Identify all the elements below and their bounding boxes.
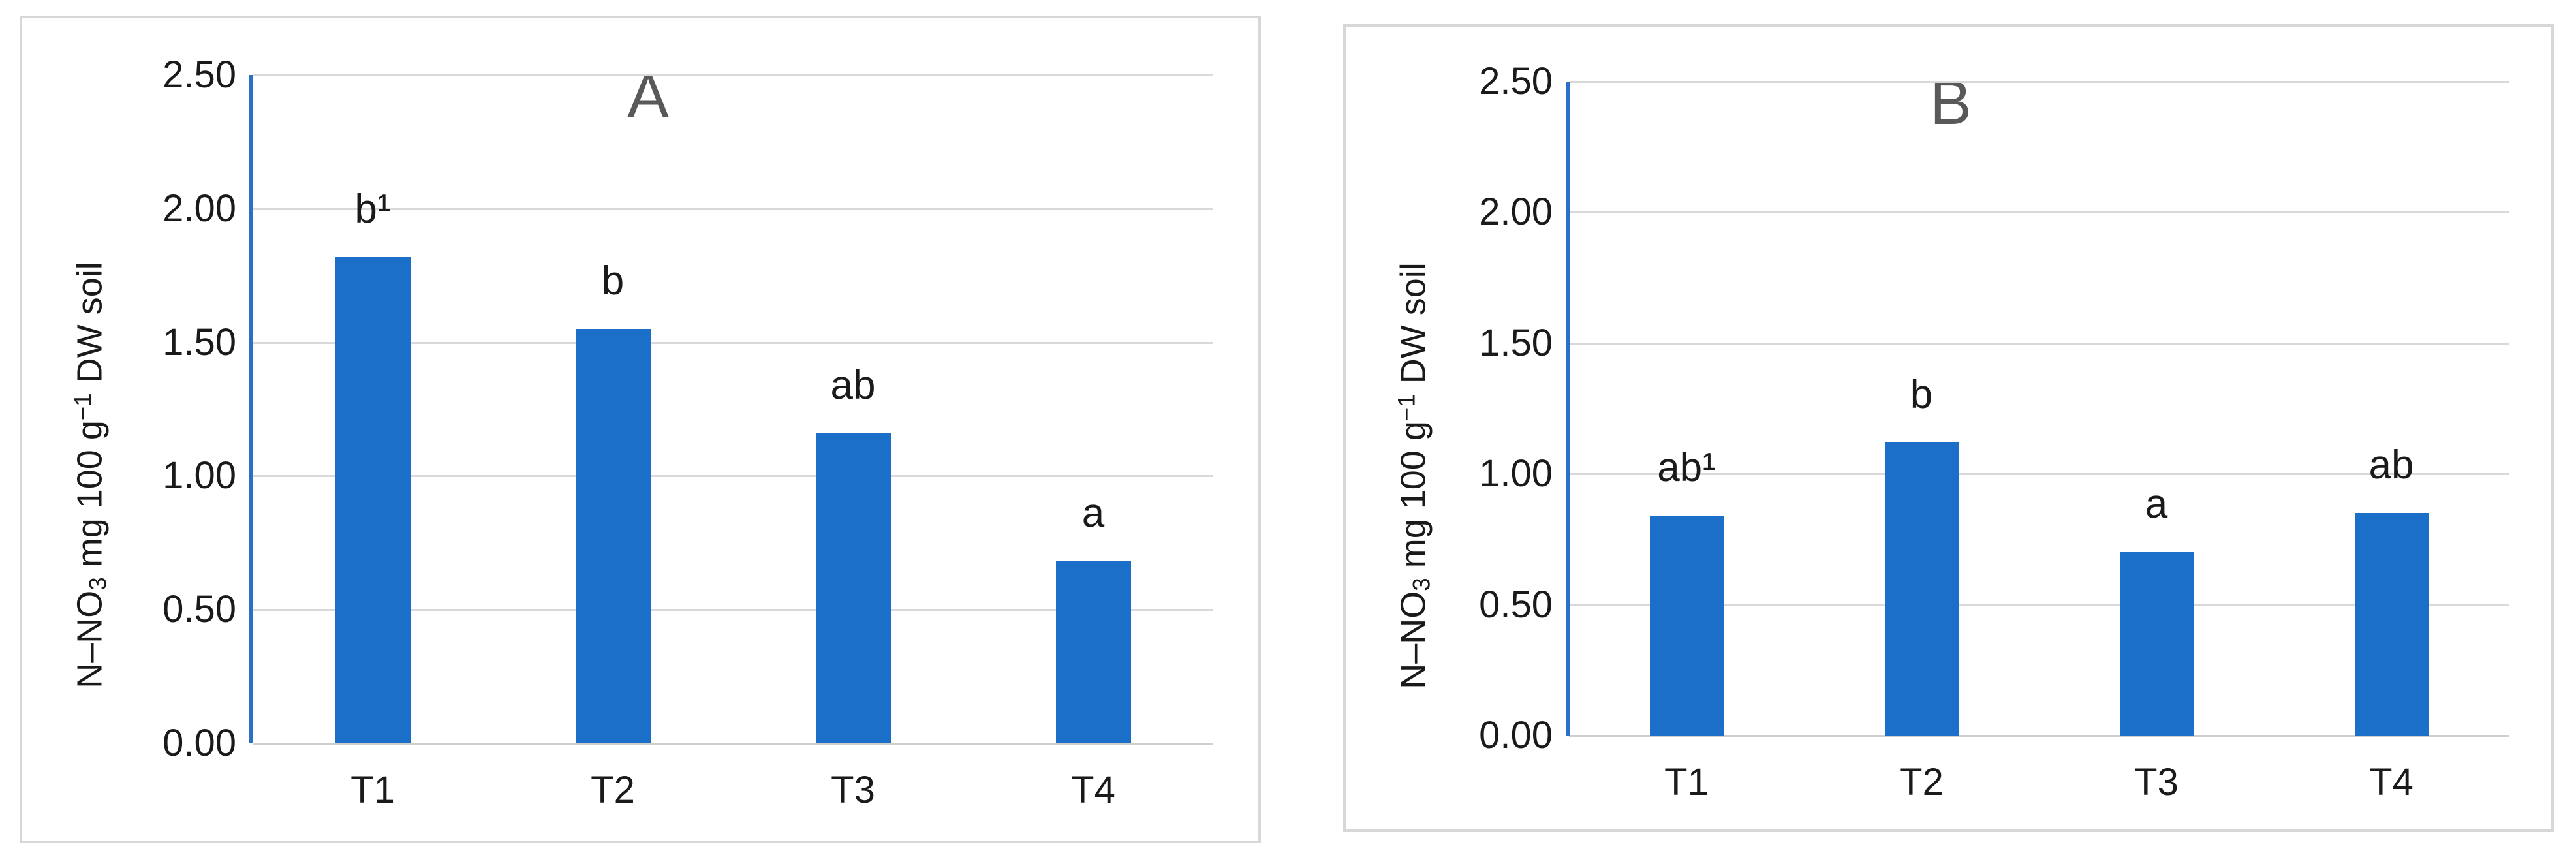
grid-line	[1569, 342, 2509, 345]
bar	[815, 433, 891, 743]
bar-significance-label: ab	[830, 362, 876, 408]
grid-line	[1569, 211, 2509, 214]
y-tick-label: 0.00	[1479, 714, 1553, 756]
grid-line	[1569, 473, 2509, 476]
bar	[2119, 552, 2194, 736]
bar-significance-label: a	[2145, 482, 2168, 527]
y-tick-label: 0.50	[163, 588, 236, 631]
bar	[575, 329, 651, 743]
grid-line	[253, 208, 1213, 210]
y-tick-label: 1.00	[1479, 452, 1553, 495]
y-tick-label: 0.00	[163, 722, 236, 764]
chart-panel-b: B N–NO3 mg 100 g−1 DW soil 0.00 0.50 1.00 1…	[1343, 24, 2554, 832]
x-tick-label: T4	[2369, 761, 2413, 803]
y-axis-title-superscript: −1	[69, 393, 97, 421]
bar	[1649, 516, 1724, 736]
grid-line	[1569, 604, 2509, 606]
y-tick-label: 2.50	[163, 54, 236, 96]
chart-title-a: A	[627, 61, 670, 131]
x-axis-line	[253, 743, 1213, 745]
y-tick-label: 1.50	[1479, 321, 1553, 364]
bar-significance-label: a	[1081, 491, 1105, 536]
chart-panel-a: A N–NO3 mg 100 g−1 DW soil 0.00 0.50 1.00 1…	[20, 16, 1261, 843]
x-tick-label: T3	[2134, 761, 2179, 803]
y-axis-line	[1566, 82, 1570, 736]
y-axis-line	[249, 75, 253, 743]
x-tick-label: T2	[591, 769, 635, 811]
y-tick-label: 1.00	[163, 454, 236, 497]
x-tick-label: T4	[1071, 769, 1115, 811]
x-tick-label: T2	[1899, 761, 1944, 803]
chart-title-b: B	[1929, 68, 1972, 138]
grid-line	[253, 475, 1213, 478]
bar-significance-label: ab	[2368, 442, 2414, 488]
bar-significance-label: ab¹	[1657, 445, 1716, 491]
y-tick-label: 2.00	[1479, 191, 1553, 234]
bar-significance-label: b	[1910, 372, 1933, 418]
grid-line	[253, 609, 1213, 612]
bar	[1055, 561, 1131, 743]
bar-significance-label: b	[601, 258, 625, 304]
y-tick-label: 2.00	[163, 187, 236, 230]
x-axis-line	[1569, 735, 2509, 737]
grid-line	[253, 341, 1213, 344]
y-axis-title-text: mg 100 g	[70, 420, 110, 578]
x-tick-label: T3	[831, 769, 875, 811]
y-tick-label: 0.50	[1479, 583, 1553, 626]
bar	[2354, 513, 2429, 736]
x-tick-label: T1	[350, 769, 395, 811]
bar	[1884, 442, 1959, 736]
x-tick-label: T1	[1664, 761, 1709, 803]
grid-line	[1569, 81, 2509, 83]
bar-significance-label: b¹	[354, 186, 391, 232]
y-tick-label: 2.50	[1479, 60, 1553, 102]
y-tick-label: 1.50	[163, 320, 236, 364]
grid-line	[253, 74, 1213, 76]
bar	[335, 256, 411, 743]
y-axis-title-subscript: 3	[84, 577, 112, 591]
y-axis-title-superscript: −1	[1393, 394, 1420, 422]
y-axis-title-text: mg 100 g	[1393, 421, 1433, 578]
